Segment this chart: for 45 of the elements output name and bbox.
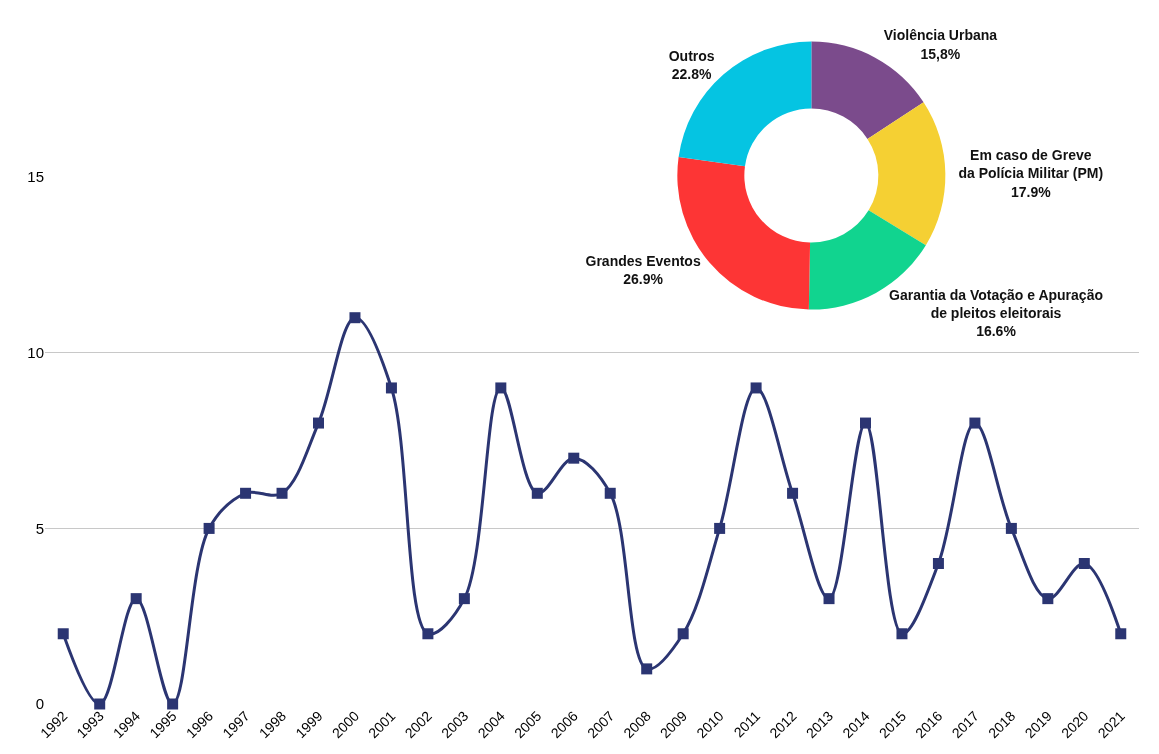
point xyxy=(568,452,580,464)
point xyxy=(823,593,835,605)
data-label: 16.6% xyxy=(976,323,1017,340)
point xyxy=(1005,522,1017,534)
point xyxy=(750,382,762,394)
slice-label: Garantia da Votação e Apuração de pleitos eleitorais xyxy=(889,286,1103,322)
point xyxy=(130,593,142,605)
y-tick-label: 5 xyxy=(35,519,44,537)
point xyxy=(896,628,908,640)
point xyxy=(313,417,324,429)
point xyxy=(531,487,543,499)
y-tick-label: 15 xyxy=(27,168,44,186)
point xyxy=(1078,558,1090,570)
point xyxy=(787,487,799,499)
donut-slice xyxy=(867,102,946,246)
point xyxy=(422,628,434,640)
point xyxy=(1115,628,1127,640)
point xyxy=(604,487,616,499)
slice-label: Em caso de Greve da Polícia Militar (PM) xyxy=(958,147,1104,182)
slice-label: Outros xyxy=(668,47,715,64)
point xyxy=(641,663,653,675)
point xyxy=(495,382,507,394)
point xyxy=(714,522,726,534)
point xyxy=(385,382,397,394)
point xyxy=(932,558,944,570)
point xyxy=(860,417,871,429)
slice-label: Grandes Eventos xyxy=(585,252,701,269)
slice-label: Violência Urbana xyxy=(883,27,998,44)
data-label: 17.9% xyxy=(1010,183,1052,200)
point xyxy=(94,698,106,710)
point xyxy=(203,522,215,534)
point xyxy=(167,698,179,710)
point xyxy=(458,593,470,605)
point xyxy=(969,417,981,429)
point xyxy=(1042,593,1054,605)
point xyxy=(349,312,361,324)
point xyxy=(57,628,69,640)
data-label: 26.9% xyxy=(623,270,664,287)
point xyxy=(276,487,288,499)
y-tick-label: 10 xyxy=(27,344,44,362)
point xyxy=(677,628,689,640)
data-label: 22.8% xyxy=(671,65,713,82)
y-tick-label: 0 xyxy=(35,695,44,713)
data-label: 15,8% xyxy=(920,45,961,62)
point xyxy=(240,487,252,499)
